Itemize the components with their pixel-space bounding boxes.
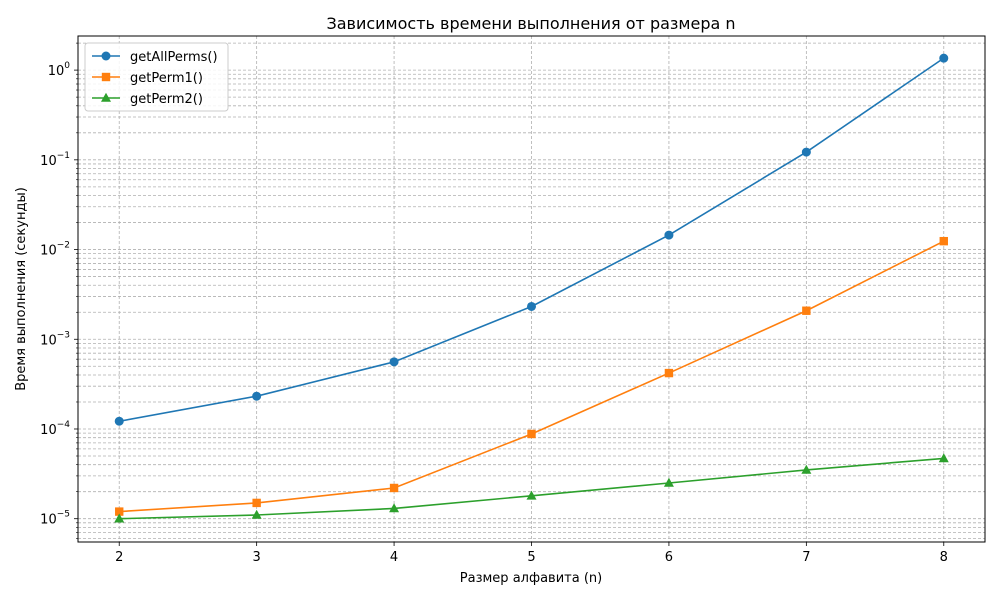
data-point-getperm2	[251, 509, 262, 519]
legend-marker-getperm2	[101, 92, 111, 102]
data-point-getallperms	[527, 301, 536, 311]
data-point-getperm2	[938, 453, 949, 463]
data-point-getperm2	[526, 490, 537, 500]
x-axis-title: Размер алфавита (n)	[460, 571, 602, 586]
data-point-getperm1	[389, 483, 399, 493]
data-point-getperm1	[252, 498, 261, 508]
data-point-getperm2	[801, 464, 812, 474]
data-point-getallperms	[801, 147, 811, 157]
x-tick-label: 7	[802, 550, 810, 565]
plot-series	[114, 53, 949, 523]
data-point-getallperms	[664, 230, 674, 240]
data-point-getallperms	[389, 357, 399, 367]
y-tick-label: 100	[48, 61, 71, 79]
data-point-getperm2	[389, 503, 400, 513]
series-getperm2	[114, 453, 949, 523]
data-point-getperm1	[664, 368, 674, 378]
legend-marker-getallperms	[101, 51, 111, 61]
axis-ticks: 10−5 10−4 10−3 10−2 10−1 100 2 3 4 5 6 7 8	[40, 42, 948, 565]
data-point-getperm1	[802, 306, 811, 315]
x-tick-label: 4	[390, 550, 398, 565]
x-tick-label: 2	[115, 550, 123, 565]
chart-title: Зависимость времени выполнения от размер…	[326, 14, 735, 33]
series-getperm1	[115, 236, 948, 516]
legend-label-getperm2: getPerm2()	[130, 92, 203, 107]
x-tick-label: 8	[940, 550, 948, 565]
x-tick-label: 5	[527, 550, 535, 565]
y-tick-label: 10−5	[40, 510, 70, 528]
data-point-getallperms	[114, 416, 124, 426]
x-tick-label: 3	[253, 550, 261, 565]
y-axis-title: Время выполнения (секунды)	[14, 187, 29, 391]
legend-box	[84, 42, 229, 112]
legend-label-getallperms: getAllPerms()	[130, 50, 218, 65]
data-point-getperm2	[663, 477, 674, 487]
x-tick-label: 6	[665, 550, 673, 565]
legend: getAllPerms() getPerm1() getPerm2()	[84, 42, 229, 112]
legend-label-getperm1: getPerm1()	[130, 71, 203, 86]
data-point-getallperms	[252, 391, 262, 401]
data-point-getperm2	[114, 513, 125, 523]
y-tick-label: 10−2	[40, 241, 70, 259]
y-tick-label: 10−1	[40, 151, 70, 169]
data-point-getperm1	[527, 429, 536, 439]
data-point-getperm1	[939, 236, 948, 246]
y-tick-label: 10−4	[40, 420, 70, 438]
y-tick-label: 10−3	[40, 330, 70, 348]
data-point-getperm1	[115, 507, 124, 516]
legend-marker-getperm1	[101, 72, 111, 82]
data-point-getallperms	[939, 53, 949, 63]
series-getallperms	[114, 53, 949, 426]
